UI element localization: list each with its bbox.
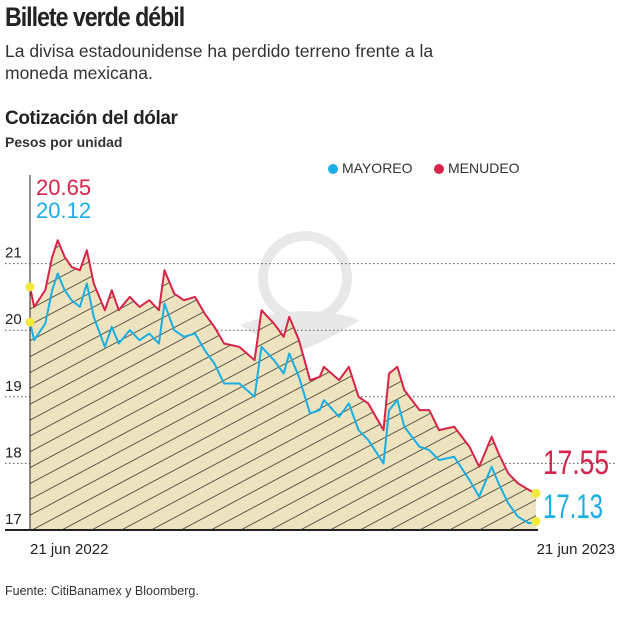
start-marker-mayoreo — [25, 317, 35, 327]
end-marker-mayoreo — [531, 516, 541, 526]
y-tick-17: 17 — [5, 511, 22, 528]
x-tick-start: 21 jun 2022 — [30, 541, 108, 558]
y-axis-unit-label: Pesos por unidad — [5, 134, 123, 150]
legend-item-mayoreo: MAYOREO — [328, 160, 413, 176]
legend-label-mayoreo: MAYOREO — [342, 160, 413, 176]
chart-title: Cotización del dólar — [5, 108, 178, 129]
y-tick-18: 18 — [5, 444, 22, 461]
legend-dot-mayoreo — [328, 164, 338, 174]
series-line-mayoreo — [29, 272, 537, 525]
legend-label-menudeo: MENUDEO — [448, 160, 520, 176]
series-line-menudeo — [29, 239, 537, 495]
y-tick-20: 20 — [5, 311, 22, 328]
menudeo-area — [30, 240, 536, 531]
x-tick-end: 21 jun 2023 — [537, 541, 615, 558]
headline: Billete verde débil — [5, 2, 185, 32]
legend-item-menudeo: MENUDEO — [434, 160, 520, 176]
subtitle: La divisa estadounidense ha perdido terr… — [5, 41, 434, 83]
end-mayoreo-label: 17.13 — [543, 488, 603, 526]
start-menudeo-label: 20.65 — [36, 175, 91, 200]
end-marker-menudeo — [531, 488, 541, 498]
legend-dot-menudeo — [434, 164, 444, 174]
source-note: Fuente: CitiBanamex y Bloomberg. — [5, 584, 199, 598]
start-mayoreo-label: 20.12 — [36, 198, 91, 223]
y-tick-19: 19 — [5, 378, 22, 395]
end-menudeo-label: 17.55 — [543, 444, 609, 482]
start-marker-menudeo — [25, 282, 35, 292]
y-tick-21: 21 — [5, 245, 22, 262]
